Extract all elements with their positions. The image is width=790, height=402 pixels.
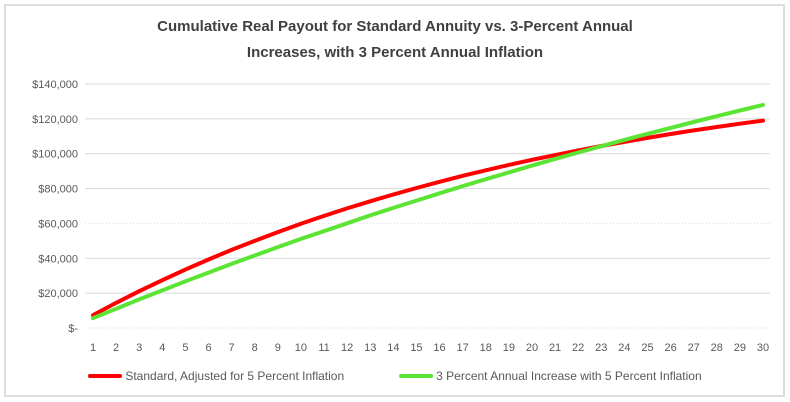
x-tick-label: 24 (618, 342, 630, 354)
x-tick-label: 23 (595, 342, 607, 354)
x-tick-label: 9 (275, 342, 281, 354)
x-tick-label: 29 (734, 342, 746, 354)
x-tick-label: 6 (205, 342, 211, 354)
x-tick-label: 2 (113, 342, 119, 354)
x-tick-label: 5 (182, 342, 188, 354)
x-tick-label: 1 (90, 342, 96, 354)
x-tick-label: 14 (387, 342, 399, 354)
x-tick-label: 10 (295, 342, 307, 354)
x-tick-label: 11 (318, 342, 329, 354)
x-tick-label: 27 (688, 342, 700, 354)
series-line-standard (91, 118, 765, 318)
x-tick-label: 26 (664, 342, 676, 354)
x-tick-label: 7 (229, 342, 235, 354)
legend-label-increase: 3 Percent Annual Increase with 5 Percent… (436, 369, 702, 383)
x-tick-label: 4 (159, 342, 165, 354)
x-tick-label: 13 (364, 342, 376, 354)
x-tick-label: 28 (711, 342, 723, 354)
chart-title-line-1: Cumulative Real Payout for Standard Annu… (157, 18, 633, 35)
series-line-increase (91, 102, 765, 321)
x-tick-label: 12 (341, 342, 353, 354)
y-tick-label: $- (68, 323, 78, 335)
x-tick-label: 3 (136, 342, 142, 354)
chart-frame (4, 4, 785, 397)
legend-item-increase: 3 Percent Annual Increase with 5 Percent… (399, 369, 702, 383)
x-tick-label: 22 (572, 342, 584, 354)
x-tick-label: 21 (549, 342, 561, 354)
legend: Standard, Adjusted for 5 Percent Inflati… (0, 366, 790, 386)
y-tick-label: $100,000 (32, 149, 78, 161)
y-tick-label: $60,000 (38, 218, 78, 230)
chart-title-line-2: Increases, with 3 Percent Annual Inflati… (246, 44, 544, 61)
x-tick-label: 18 (480, 342, 492, 354)
y-tick-label: $80,000 (38, 184, 78, 196)
x-tick-label: 19 (503, 342, 515, 354)
x-tick-label: 15 (410, 342, 422, 354)
legend-label-standard: Standard, Adjusted for 5 Percent Inflati… (125, 369, 345, 383)
x-tick-label: 20 (526, 342, 538, 354)
legend-swatch-increase-line-icon (399, 374, 434, 378)
x-tick-label: 25 (641, 342, 653, 354)
x-tick-label: 17 (457, 342, 469, 354)
y-tick-label: $140,000 (32, 79, 78, 91)
x-tick-label: 16 (433, 342, 445, 354)
x-tick-label: 8 (252, 342, 258, 354)
y-tick-label: $40,000 (38, 253, 78, 265)
legend-item-standard: Standard, Adjusted for 5 Percent Inflati… (88, 369, 344, 383)
legend-swatch-standard-line-icon (88, 374, 123, 378)
y-tick-label: $120,000 (32, 114, 78, 126)
x-tick-label: 30 (757, 342, 769, 354)
chart-title: Cumulative Real Payout for Standard Annu… (0, 14, 790, 66)
y-tick-label: $20,000 (38, 288, 78, 300)
